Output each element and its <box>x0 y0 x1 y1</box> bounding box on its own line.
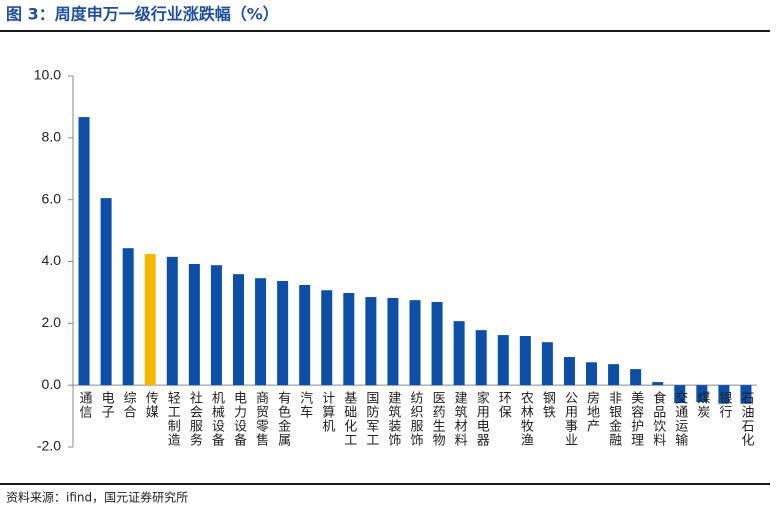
x-tick-label: 纺织服饰 <box>408 391 424 447</box>
bar <box>100 198 112 386</box>
y-tick-label: 10.0 <box>34 67 61 83</box>
x-tick-label: 社会服务 <box>187 391 203 448</box>
y-tick-label: 8.0 <box>42 129 62 145</box>
bar <box>166 256 178 386</box>
chart-title: 图 3：周度申万一级行业涨跌幅（%） <box>6 5 279 24</box>
bar <box>365 297 377 386</box>
x-tick-label: 房地产 <box>584 391 600 434</box>
y-tick-label: 2.0 <box>42 314 62 330</box>
x-tick-label: 钢铁 <box>540 391 556 419</box>
y-tick-label: 4.0 <box>42 252 62 268</box>
x-tick-label: 电力设备 <box>231 391 247 447</box>
bar <box>652 382 664 386</box>
bar <box>255 278 267 386</box>
x-tick-label: 轻工制造 <box>165 391 181 447</box>
y-tick-label: 0.0 <box>42 376 62 392</box>
bar <box>321 290 333 386</box>
bar <box>674 385 686 404</box>
bar <box>630 369 642 386</box>
x-tick-label: 家用电器 <box>474 391 490 448</box>
x-tick-label: 商贸零售 <box>253 391 269 447</box>
bar <box>188 263 200 386</box>
bar <box>431 302 443 386</box>
x-tick-label: 基础化工 <box>341 391 357 447</box>
bar <box>740 385 752 404</box>
x-tick-label: 有色金属 <box>275 391 291 447</box>
x-tick-label: 交通运输 <box>672 391 688 448</box>
bar <box>519 336 531 386</box>
bar <box>387 297 399 386</box>
x-tick-label: 建筑材料 <box>452 391 468 447</box>
x-tick-label: 国防军工 <box>363 391 379 447</box>
x-tick-label: 机械设备 <box>209 391 225 447</box>
bar <box>608 364 620 386</box>
x-tick-label: 美容护理 <box>628 391 644 447</box>
x-tick-label: 煤炭 <box>694 391 710 419</box>
bar <box>497 335 509 386</box>
bar <box>122 248 134 386</box>
x-tick-label: 计算机 <box>319 391 335 433</box>
bar <box>718 385 730 404</box>
bar <box>277 280 289 386</box>
bar <box>409 300 421 386</box>
x-tick-label: 食品饮料 <box>650 391 666 448</box>
bar <box>453 321 465 386</box>
bar <box>586 362 598 386</box>
bar <box>696 385 708 403</box>
bar <box>210 265 222 386</box>
bar <box>78 117 90 386</box>
y-tick-label: -2.0 <box>37 438 61 454</box>
bar <box>475 330 487 386</box>
x-tick-label: 农林牧渔 <box>518 391 534 447</box>
source-note: 资料来源：ifind，国元证券研究所 <box>6 490 188 505</box>
bar <box>343 293 355 386</box>
x-tick-label: 非银金融 <box>606 391 622 447</box>
x-tick-label: 公用事业 <box>562 391 578 447</box>
x-tick-label: 传媒 <box>143 391 159 419</box>
x-tick-label: 综合 <box>121 391 137 419</box>
x-tick-label: 石油石化 <box>738 391 754 447</box>
x-tick-label: 电子 <box>99 391 115 419</box>
bar <box>541 342 553 386</box>
bar <box>144 254 156 386</box>
x-tick-label: 环保 <box>496 391 512 419</box>
x-tick-label: 医药生物 <box>430 391 446 447</box>
bar <box>299 284 311 386</box>
bar <box>563 357 575 386</box>
bar <box>232 274 244 386</box>
y-tick-label: 6.0 <box>42 190 62 206</box>
x-tick-label: 汽车 <box>297 391 313 419</box>
x-tick-label: 建筑装饰 <box>385 391 401 447</box>
x-tick-label: 通信 <box>77 391 93 419</box>
x-tick-label: 银行 <box>716 391 732 419</box>
